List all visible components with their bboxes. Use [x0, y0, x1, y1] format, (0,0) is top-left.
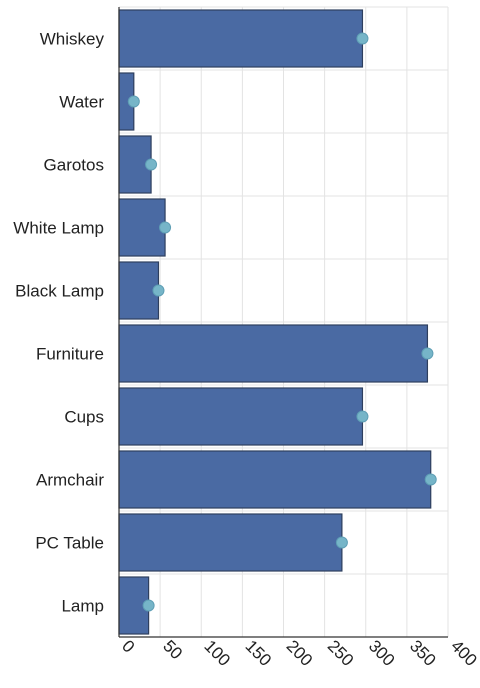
- value-marker: [159, 221, 172, 234]
- x-tick-label: 200: [283, 636, 316, 669]
- bar: [118, 387, 364, 446]
- bar: [118, 513, 343, 572]
- category-label: Cups: [64, 408, 104, 427]
- category-label: Water: [59, 93, 104, 112]
- category-label: Furniture: [36, 345, 104, 364]
- x-tick-label: 350: [406, 636, 439, 669]
- category-label: White Lamp: [13, 219, 104, 238]
- value-marker: [142, 599, 155, 612]
- category-label: Black Lamp: [15, 282, 104, 301]
- x-tick-label: 400: [447, 636, 480, 669]
- x-tick-label: 300: [365, 636, 398, 669]
- x-tick-label: 250: [324, 636, 357, 669]
- value-marker: [152, 284, 165, 297]
- category-label: Garotos: [44, 156, 104, 175]
- bar: [118, 198, 166, 257]
- value-marker: [335, 536, 348, 549]
- x-tick-label: 150: [242, 636, 275, 669]
- value-marker: [356, 410, 369, 423]
- value-marker: [424, 473, 437, 486]
- x-tick-label: 100: [200, 636, 233, 669]
- bar: [118, 324, 429, 383]
- value-marker: [127, 95, 140, 108]
- category-label: PC Table: [35, 534, 104, 553]
- bar: [118, 9, 364, 68]
- category-label: Lamp: [61, 597, 104, 616]
- bar: [118, 450, 432, 509]
- x-tick-label: 0: [118, 636, 138, 656]
- value-marker: [356, 32, 369, 45]
- value-marker: [145, 158, 158, 171]
- category-label: Whiskey: [40, 30, 105, 49]
- value-marker: [421, 347, 434, 360]
- x-tick-label: 50: [159, 636, 186, 663]
- category-label: Armchair: [36, 471, 104, 490]
